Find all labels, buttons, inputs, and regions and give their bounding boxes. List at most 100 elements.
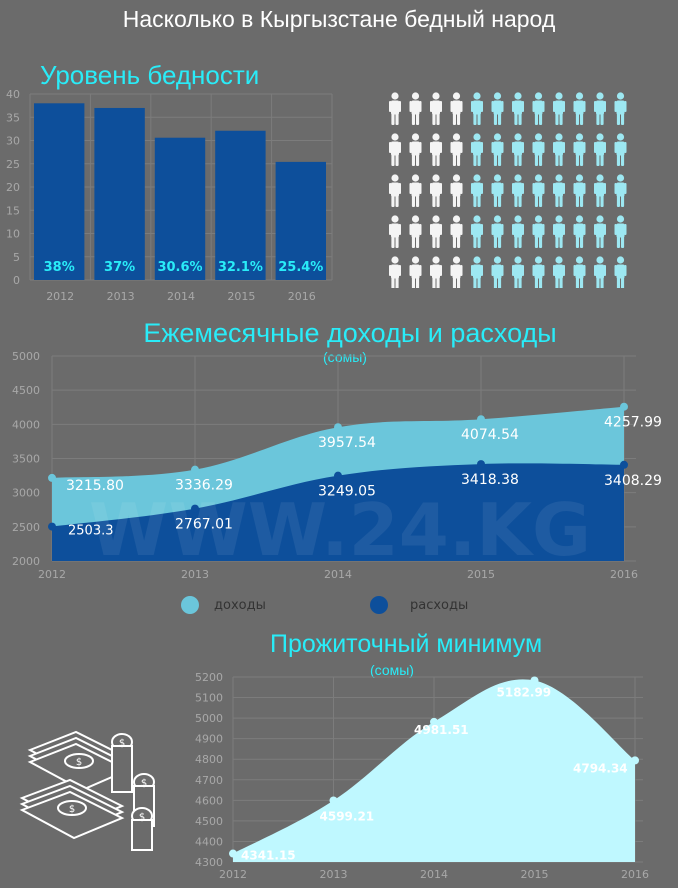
income-point <box>477 415 485 424</box>
income-point <box>334 423 342 432</box>
person-icon <box>512 133 524 166</box>
minimum-chart-title: Прожиточный минимум <box>270 630 543 658</box>
poverty-y-tick: 15 <box>6 204 20 217</box>
income-chart-title: Ежемесячные доходы и расходы <box>143 318 557 348</box>
expenses-data-label: 3418.38 <box>461 472 519 488</box>
person-icon <box>409 133 422 166</box>
person-icon <box>512 92 524 125</box>
income-x-tick: 2014 <box>324 568 352 581</box>
income-y-tick: 3000 <box>12 487 40 500</box>
income-data-label: 3215.80 <box>66 478 124 494</box>
person-icon <box>573 215 586 248</box>
minimum-y-tick: 4700 <box>195 774 223 787</box>
person-icon <box>450 256 463 288</box>
person-icon <box>450 133 463 166</box>
minimum-area <box>233 679 635 862</box>
person-icon <box>389 92 401 125</box>
minimum-data-label: 4599.21 <box>320 809 375 823</box>
person-icon <box>532 174 545 207</box>
person-icon <box>409 92 422 125</box>
watermark: WWW.24.KG <box>89 488 591 572</box>
minimum-y-tick: 4400 <box>195 835 223 848</box>
person-icon <box>450 92 463 125</box>
expenses-data-label: 2503.3 <box>68 524 114 539</box>
poverty-y-tick: 5 <box>13 251 20 264</box>
income-x-tick: 2013 <box>181 568 209 581</box>
person-icon <box>389 215 401 248</box>
person-icon <box>491 133 504 166</box>
poverty-bar-chart: 0 5 10 15 20 25 30 35 40 38% 2012 37% 2013 30.6% 2014 3… <box>6 88 333 303</box>
minimum-data-label: 4794.34 <box>573 761 628 775</box>
person-icon <box>532 92 545 125</box>
person-icon <box>491 256 504 288</box>
minimum-y-tick: 4500 <box>195 815 223 828</box>
person-icon <box>614 256 627 288</box>
person-icon <box>594 92 606 125</box>
person-icon <box>471 133 483 166</box>
person-icon <box>430 256 442 288</box>
person-icon <box>553 92 565 125</box>
minimum-point <box>430 717 438 726</box>
person-icon <box>614 174 627 207</box>
person-icon <box>471 215 483 248</box>
person-icon <box>573 256 586 288</box>
income-data-label: 4074.54 <box>461 427 519 443</box>
poverty-y-tick: 40 <box>6 88 20 101</box>
person-icon <box>512 215 524 248</box>
person-icon <box>430 133 442 166</box>
income-data-label: 3336.29 <box>175 478 233 494</box>
poverty-bar <box>275 161 326 280</box>
expenses-data-label: 2767.01 <box>175 517 233 533</box>
poverty-bar-label: 38% <box>44 260 75 275</box>
income-point <box>191 465 199 474</box>
income-x-tick: 2016 <box>610 568 638 581</box>
poverty-bar-label: 30.6% <box>157 260 202 275</box>
minimum-data-label: 4981.51 <box>414 723 469 737</box>
person-icon <box>430 215 442 248</box>
expenses-point <box>620 460 628 469</box>
poverty-y-tick: 25 <box>6 158 20 171</box>
person-icon <box>512 174 524 207</box>
minimum-x-tick: 2012 <box>219 868 247 881</box>
person-icon <box>491 92 504 125</box>
poverty-y-tick: 20 <box>6 181 20 194</box>
poverty-bar <box>94 107 145 280</box>
poverty-bar-label: 25.4% <box>278 260 323 275</box>
minimum-data-label: 4341.15 <box>241 849 296 863</box>
person-icon <box>553 133 565 166</box>
income-x-tick: 2015 <box>467 568 495 581</box>
svg-text:$: $ <box>69 804 75 815</box>
minimum-y-tick: 4800 <box>195 753 223 766</box>
expenses-point <box>477 460 485 469</box>
svg-text:$: $ <box>141 778 147 789</box>
person-icon <box>430 174 442 207</box>
person-icon <box>471 92 483 125</box>
legend-income-marker <box>181 596 199 614</box>
income-y-tick: 4000 <box>12 418 40 431</box>
poverty-bar <box>215 130 266 280</box>
legend-expenses-label: расходы <box>410 598 468 613</box>
minimum-point <box>329 796 338 805</box>
poverty-bar-label: 37% <box>104 260 135 275</box>
person-icon <box>553 256 565 288</box>
person-icon <box>512 256 524 288</box>
poverty-x-tick: 2016 <box>288 290 316 303</box>
minimum-point <box>631 756 639 765</box>
expenses-point <box>48 522 56 531</box>
person-icon <box>491 215 504 248</box>
expenses-data-label: 3408.29 <box>604 473 662 489</box>
person-icon <box>409 174 422 207</box>
person-icon <box>614 92 627 125</box>
person-icon <box>573 92 586 125</box>
minimum-chart-unit: (сомы) <box>370 662 414 678</box>
minimum-y-tick: 4900 <box>195 733 223 746</box>
minimum-y-tick: 5200 <box>195 671 223 684</box>
person-icon <box>594 215 606 248</box>
income-data-label: 4257.99 <box>604 415 662 431</box>
person-icon <box>532 215 545 248</box>
person-icon <box>389 174 401 207</box>
minimum-point <box>530 676 539 685</box>
person-icon <box>471 256 483 288</box>
poverty-x-tick: 2015 <box>227 290 255 303</box>
money-stack-icon: $ $ $ $ $ <box>19 730 155 851</box>
